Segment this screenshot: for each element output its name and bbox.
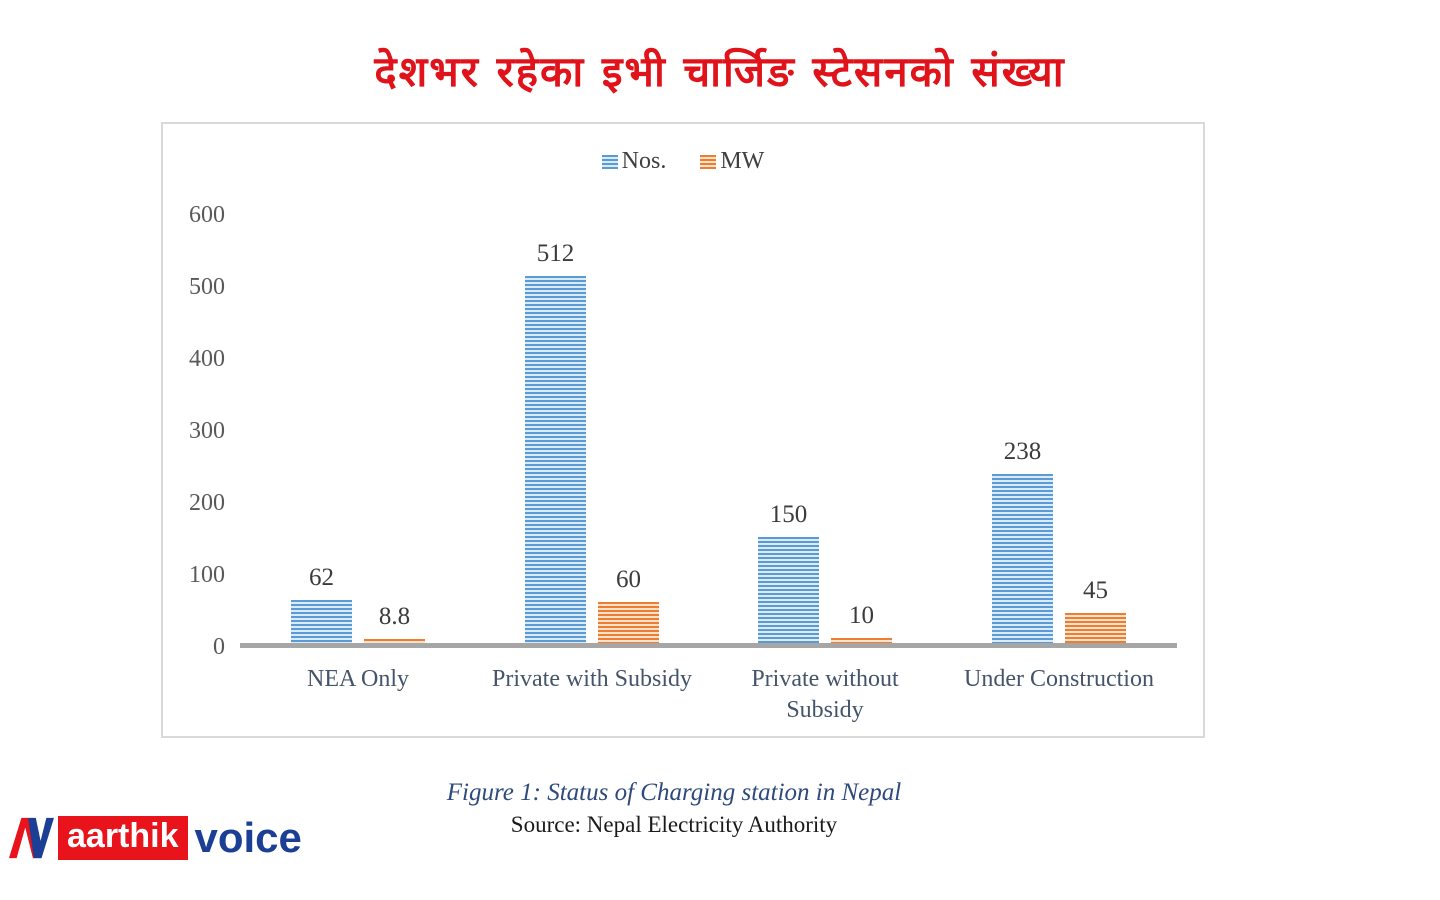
legend-entry-nos: Nos. <box>601 148 667 175</box>
av-monogram-icon <box>8 817 54 859</box>
x-category-label: Private without Subsidy <box>751 666 899 723</box>
y-tick-label: 600 <box>189 202 225 228</box>
logo-word-voice: voice <box>194 814 302 861</box>
legend-label-mw: MW <box>720 148 765 174</box>
y-tick-label: 200 <box>189 490 225 516</box>
bar-value-label: 45 <box>1083 577 1108 604</box>
bar-value-label: 60 <box>616 566 641 593</box>
logo-word-aarthik: aarthik <box>58 816 188 860</box>
bar-mw-3 <box>1065 613 1126 645</box>
bar-value-label: 62 <box>309 564 334 591</box>
bar-value-label: 8.8 <box>378 603 411 630</box>
y-tick-label: 300 <box>189 418 225 444</box>
bar-nos-1 <box>525 276 586 645</box>
legend-label-nos: Nos. <box>621 148 667 174</box>
chart-frame: Nos. MW 0 100 200 300 400 500 600 62 512 150 238 8… <box>161 122 1205 738</box>
x-axis-line <box>240 643 1177 648</box>
legend-swatch-nos-icon <box>601 154 618 169</box>
bar-mw-1 <box>598 602 659 645</box>
bar-nos-3 <box>992 474 1053 645</box>
legend-entry-mw: MW <box>700 148 764 175</box>
x-category-label: Private with Subsidy <box>491 666 692 692</box>
bar-nos-2 <box>758 537 819 645</box>
page-title: देशभर रहेका इभी चार्जिङ स्टेसनको संख्या <box>374 47 1066 96</box>
bar-value-label: 238 <box>1003 438 1042 465</box>
legend-swatch-mw-icon <box>700 154 717 169</box>
plot-area: 62 512 150 238 8.8 60 10 45 <box>240 213 1177 645</box>
source-line: Source: Nepal Electricity Authority <box>510 812 838 837</box>
publisher-logo: aarthik voice <box>8 814 302 862</box>
y-tick-label: 400 <box>189 346 225 372</box>
chart-legend: Nos. MW <box>163 148 1203 175</box>
y-tick-label: 100 <box>189 562 225 588</box>
x-category-label: Under Construction <box>964 666 1154 692</box>
bar-nos-0 <box>291 600 352 645</box>
bar-value-label: 150 <box>769 501 808 528</box>
bar-value-label: 10 <box>849 602 874 629</box>
y-tick-label: 500 <box>189 274 225 300</box>
x-category-label: NEA Only <box>307 666 409 692</box>
bar-mw-2 <box>831 638 892 645</box>
y-tick-label: 0 <box>213 634 225 660</box>
bar-value-label: 512 <box>536 240 575 267</box>
bar-mw-0 <box>364 639 425 645</box>
figure-caption: Figure 1: Status of Charging station in … <box>446 779 902 806</box>
